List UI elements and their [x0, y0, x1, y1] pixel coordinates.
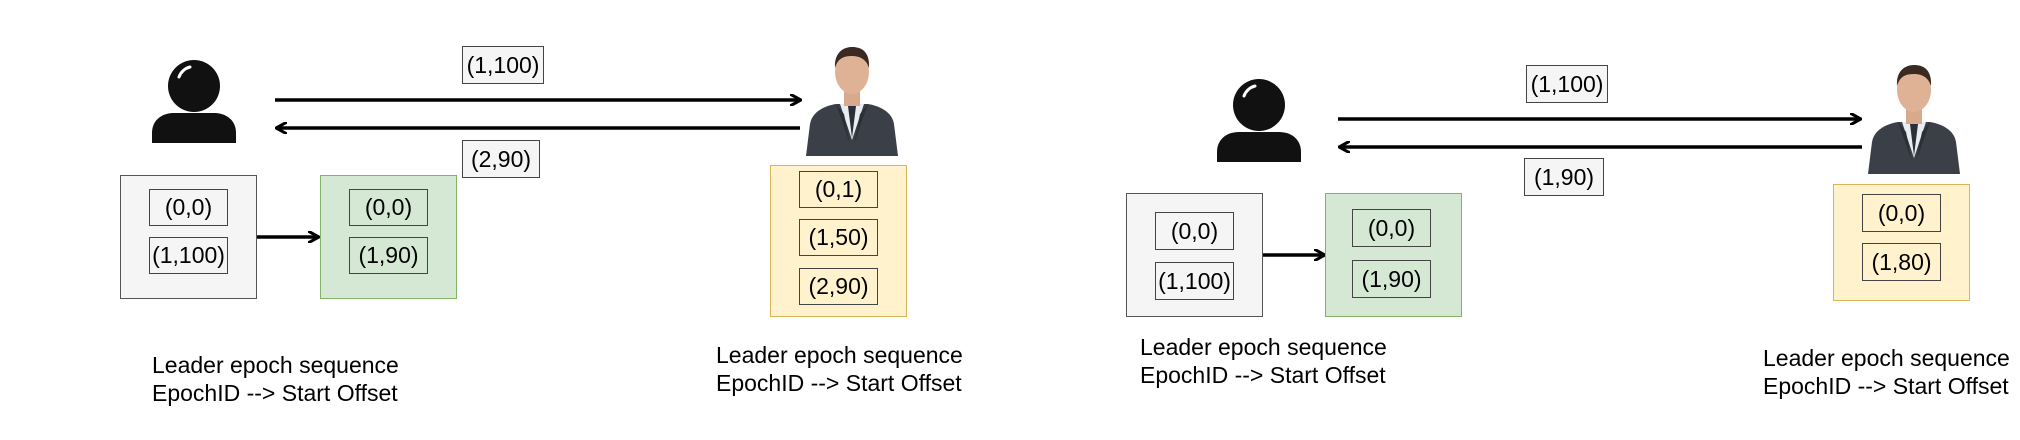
s1-follower-epoch-box: (0,1) (1,50) (2,90): [770, 165, 907, 317]
s1-caption-left: Leader epoch sequence EpochID --> Start …: [152, 351, 399, 407]
s2-leader-epoch-box: (0,0) (1,100): [1126, 193, 1263, 317]
caption-line: EpochID --> Start Offset: [1763, 373, 2009, 399]
s2-leader-epoch-entry: (1,100): [1155, 262, 1234, 300]
caption-line: EpochID --> Start Offset: [716, 370, 962, 396]
s2-caption-left: Leader epoch sequence EpochID --> Start …: [1140, 333, 1387, 389]
s1-follower-epoch-entry: (0,1): [799, 171, 878, 208]
s1-leader-epoch-entry: (1,100): [149, 237, 228, 274]
s2-caption-right: Leader epoch sequence EpochID --> Start …: [1763, 344, 2010, 400]
s1-intermediate-epoch-entry: (1,90): [349, 237, 428, 274]
s2-follower-epoch-box: (0,0) (1,80): [1833, 184, 1970, 301]
s2-arrow-right-label: (1,100): [1526, 65, 1608, 103]
s2-leader-epoch-entry: (0,0): [1155, 212, 1234, 250]
s2-follower-epoch-entry: (1,80): [1862, 243, 1941, 281]
s2-intermediate-epoch-box: (0,0) (1,90): [1325, 193, 1462, 317]
user-silhouette-icon: [152, 60, 236, 143]
s1-arrow-right-label: (1,100): [462, 46, 544, 84]
caption-line: EpochID --> Start Offset: [152, 380, 398, 406]
s2-intermediate-epoch-entry: (0,0): [1352, 209, 1431, 247]
s1-intermediate-epoch-box: (0,0) (1,90): [320, 175, 457, 299]
s1-follower-epoch-entry: (1,50): [799, 219, 878, 256]
s2-follower-epoch-entry: (0,0): [1862, 194, 1941, 232]
caption-line: EpochID --> Start Offset: [1140, 362, 1386, 388]
businessman-icon: [1868, 65, 1960, 174]
s2-intermediate-epoch-entry: (1,90): [1352, 260, 1431, 298]
s1-arrow-left-label: (2,90): [462, 140, 540, 178]
s1-follower-epoch-entry: (2,90): [799, 268, 878, 305]
s1-leader-epoch-box: (0,0) (1,100): [120, 175, 257, 299]
s1-caption-right: Leader epoch sequence EpochID --> Start …: [716, 341, 963, 397]
user-silhouette-icon: [1217, 79, 1301, 162]
s1-leader-epoch-entry: (0,0): [149, 189, 228, 226]
caption-line: Leader epoch sequence: [1763, 345, 2010, 371]
businessman-icon: [806, 47, 898, 156]
s1-intermediate-epoch-entry: (0,0): [349, 189, 428, 226]
caption-line: Leader epoch sequence: [152, 352, 399, 378]
caption-line: Leader epoch sequence: [1140, 334, 1387, 360]
caption-line: Leader epoch sequence: [716, 342, 963, 368]
s2-arrow-left-label: (1,90): [1524, 158, 1604, 196]
